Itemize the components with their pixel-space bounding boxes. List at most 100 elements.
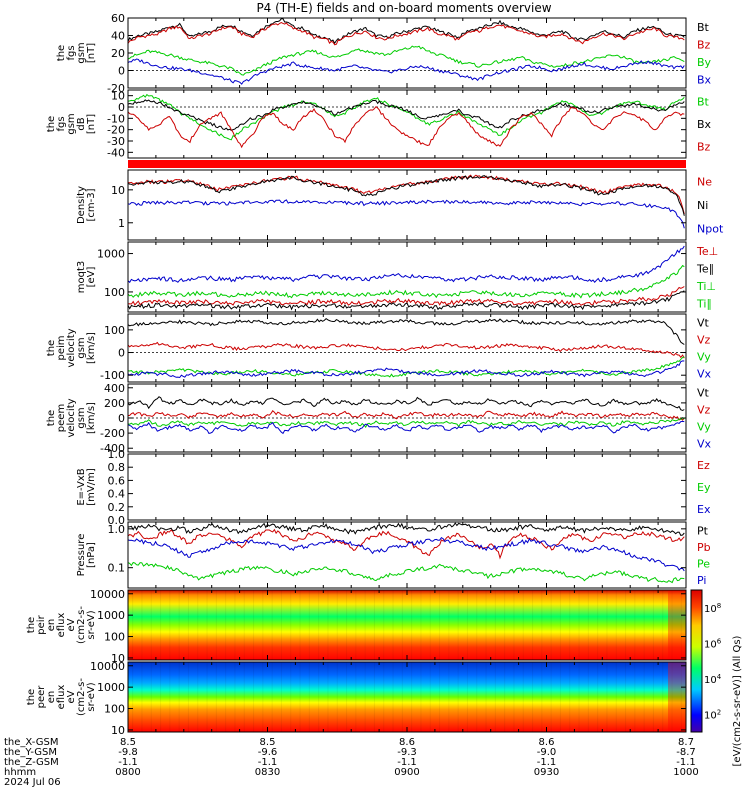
- legend-Pi: Pi: [697, 574, 706, 587]
- xaxis-tick-label: 8.5: [260, 737, 276, 748]
- legend-By: By: [697, 56, 712, 69]
- panel-frame: [127, 453, 687, 521]
- ytick-label: 0: [118, 65, 125, 78]
- xaxis-tick-label: 1000: [673, 767, 698, 778]
- panel-frame: [127, 17, 687, 89]
- ylabel-line: E=-VxB: [76, 468, 87, 505]
- ytick-label: 1.0: [108, 523, 126, 536]
- series-Pt-line: [127, 522, 685, 536]
- ytick-label: 0: [118, 347, 125, 360]
- legend-Pt: Pt: [697, 524, 709, 537]
- legend-Ti: Ti∥: [696, 297, 712, 310]
- colorbar-tick: 102: [704, 708, 721, 721]
- ytick-label: -40: [107, 146, 125, 159]
- series-Pi-line: [127, 537, 685, 572]
- ylabel-line: eV: [66, 690, 77, 703]
- ylabel-line: Pressure: [76, 534, 87, 577]
- ytick-label: 10: [111, 184, 125, 197]
- ylabel-line: [km/s]: [86, 332, 97, 364]
- legend-Vz: Vz: [697, 334, 711, 347]
- series-Pe-line: [127, 561, 685, 584]
- ylabel-line: (cm2-s-: [76, 678, 87, 716]
- legend-Bt: Bt: [697, 95, 710, 108]
- ytick-label: 0.1: [108, 562, 126, 575]
- xaxis-tick-label: 8.6: [539, 737, 555, 748]
- ytick-label: 0.4: [108, 488, 126, 501]
- panel-3: 1 10 Density [cm-3] Ne Ni Npot: [76, 169, 724, 241]
- ylabel-line: dB: [76, 117, 87, 130]
- panel-9: 10 100 1000 10000 the peir en eflux eV (cm2-s-sr-…: [26, 588, 687, 665]
- xaxis-tick-label: 0930: [534, 767, 559, 778]
- ytick-label: 1: [118, 217, 125, 230]
- xaxis-tick-label: -8.7: [676, 747, 696, 758]
- series-By-line: [127, 45, 685, 76]
- legend-Vx: Vx: [697, 438, 712, 451]
- ylabel-line: gsm: [76, 337, 87, 358]
- ylabel-line: [nPa]: [86, 542, 97, 568]
- ytick-label: 100: [104, 324, 125, 337]
- panel-2: [128, 160, 686, 168]
- legend-Vz: Vz: [697, 404, 711, 417]
- legend-Te: Te⊥: [696, 245, 718, 258]
- ylabel-line: eflux: [56, 613, 67, 638]
- xaxis-row-label: the_X-GSM: [4, 737, 58, 748]
- flag-bar: [128, 160, 686, 168]
- legend-Ni: Ni: [697, 199, 708, 212]
- ytick-label: -10: [107, 112, 125, 125]
- legend-Bz: Bz: [697, 38, 711, 51]
- xaxis-tick-label: 0830: [255, 767, 280, 778]
- ytick-label: 0.6: [108, 474, 126, 487]
- ytick-label: -20: [107, 82, 125, 95]
- ylabel-line: peer: [36, 685, 47, 709]
- ylabel-line: en: [46, 619, 57, 632]
- series-Bx-line: [127, 58, 685, 85]
- series-Ti-line: [127, 264, 685, 299]
- xaxis-tick-label: -1.1: [676, 757, 696, 768]
- ylabel-line: peem: [56, 404, 67, 432]
- colorbar-group: 102 104 106 108 [eV/(cm2-s-sr-eV)] (All Qs): [690, 589, 743, 766]
- xaxis-tick-label: 0800: [115, 767, 140, 778]
- ylabel-line: the: [56, 45, 67, 61]
- series-Bt-line: [127, 18, 685, 45]
- series-Vz-line: [127, 410, 685, 421]
- xaxis-tick-label: 8.6: [399, 737, 415, 748]
- colorbar-label: [eV/(cm2-s-sr-eV)] (All Qs): [732, 635, 743, 766]
- legend-Ti: Ti⊥: [696, 280, 716, 293]
- series-Bz-line: [127, 22, 685, 46]
- ylabel-line: the: [26, 689, 37, 705]
- xaxis-tick-label: -1.1: [118, 757, 138, 768]
- series-Vx-line: [127, 360, 685, 379]
- series-Ni-line: [127, 175, 685, 216]
- ylabel-line: peir: [36, 614, 47, 634]
- legend-Bz: Bz: [697, 141, 711, 154]
- ylabel-line: velocity: [66, 398, 77, 437]
- panel-10: 10 100 1000 10000 the peer en eflux eV (cm2-s-sr-…: [26, 660, 687, 737]
- ylabel-line: gsm: [76, 42, 87, 63]
- ytick-label: 10: [111, 652, 125, 665]
- legend-Pb: Pb: [697, 541, 711, 554]
- colorbar-scale: [690, 589, 703, 733]
- ytick-label: 400: [104, 382, 125, 395]
- ylabel-line: fgs: [66, 45, 77, 60]
- ytick-label: 10000: [90, 660, 125, 673]
- date-label: 2024 Jul 06: [4, 777, 61, 788]
- spectrogram-ion: [128, 590, 686, 660]
- ylabel-line: [nT]: [86, 114, 97, 134]
- legend-Te: Te∥: [696, 262, 714, 275]
- xaxis-tick-label: -1.1: [537, 757, 557, 768]
- xaxis-tick-label: -9.3: [397, 747, 417, 758]
- spectrogram-electron: [128, 662, 686, 732]
- ytick-label: 40: [111, 30, 125, 43]
- ylabel-line: gsm: [66, 113, 77, 134]
- ytick-label: 1.0: [108, 448, 126, 461]
- ytick-label: 10000: [90, 588, 125, 601]
- panel-7: 0.00.20.40.60.81.0 E=-VxB [mV/m] Ez Ey Ex: [76, 448, 711, 527]
- legend-Ne: Ne: [697, 176, 712, 189]
- ylabel-line: gsm: [76, 407, 87, 428]
- ytick-label: 100: [104, 631, 125, 644]
- ytick-label: 20: [111, 47, 125, 60]
- series-Vy-line: [127, 356, 685, 378]
- series-Vt-line: [127, 396, 685, 412]
